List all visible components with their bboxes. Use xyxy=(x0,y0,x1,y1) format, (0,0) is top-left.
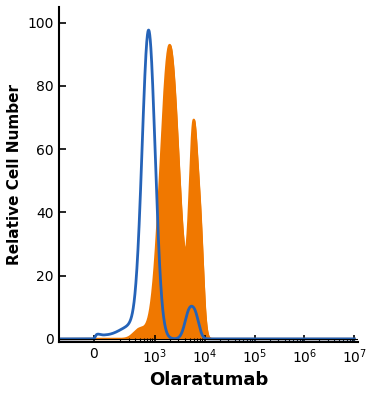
X-axis label: Olaratumab: Olaratumab xyxy=(149,371,268,389)
Y-axis label: Relative Cell Number: Relative Cell Number xyxy=(7,84,22,265)
